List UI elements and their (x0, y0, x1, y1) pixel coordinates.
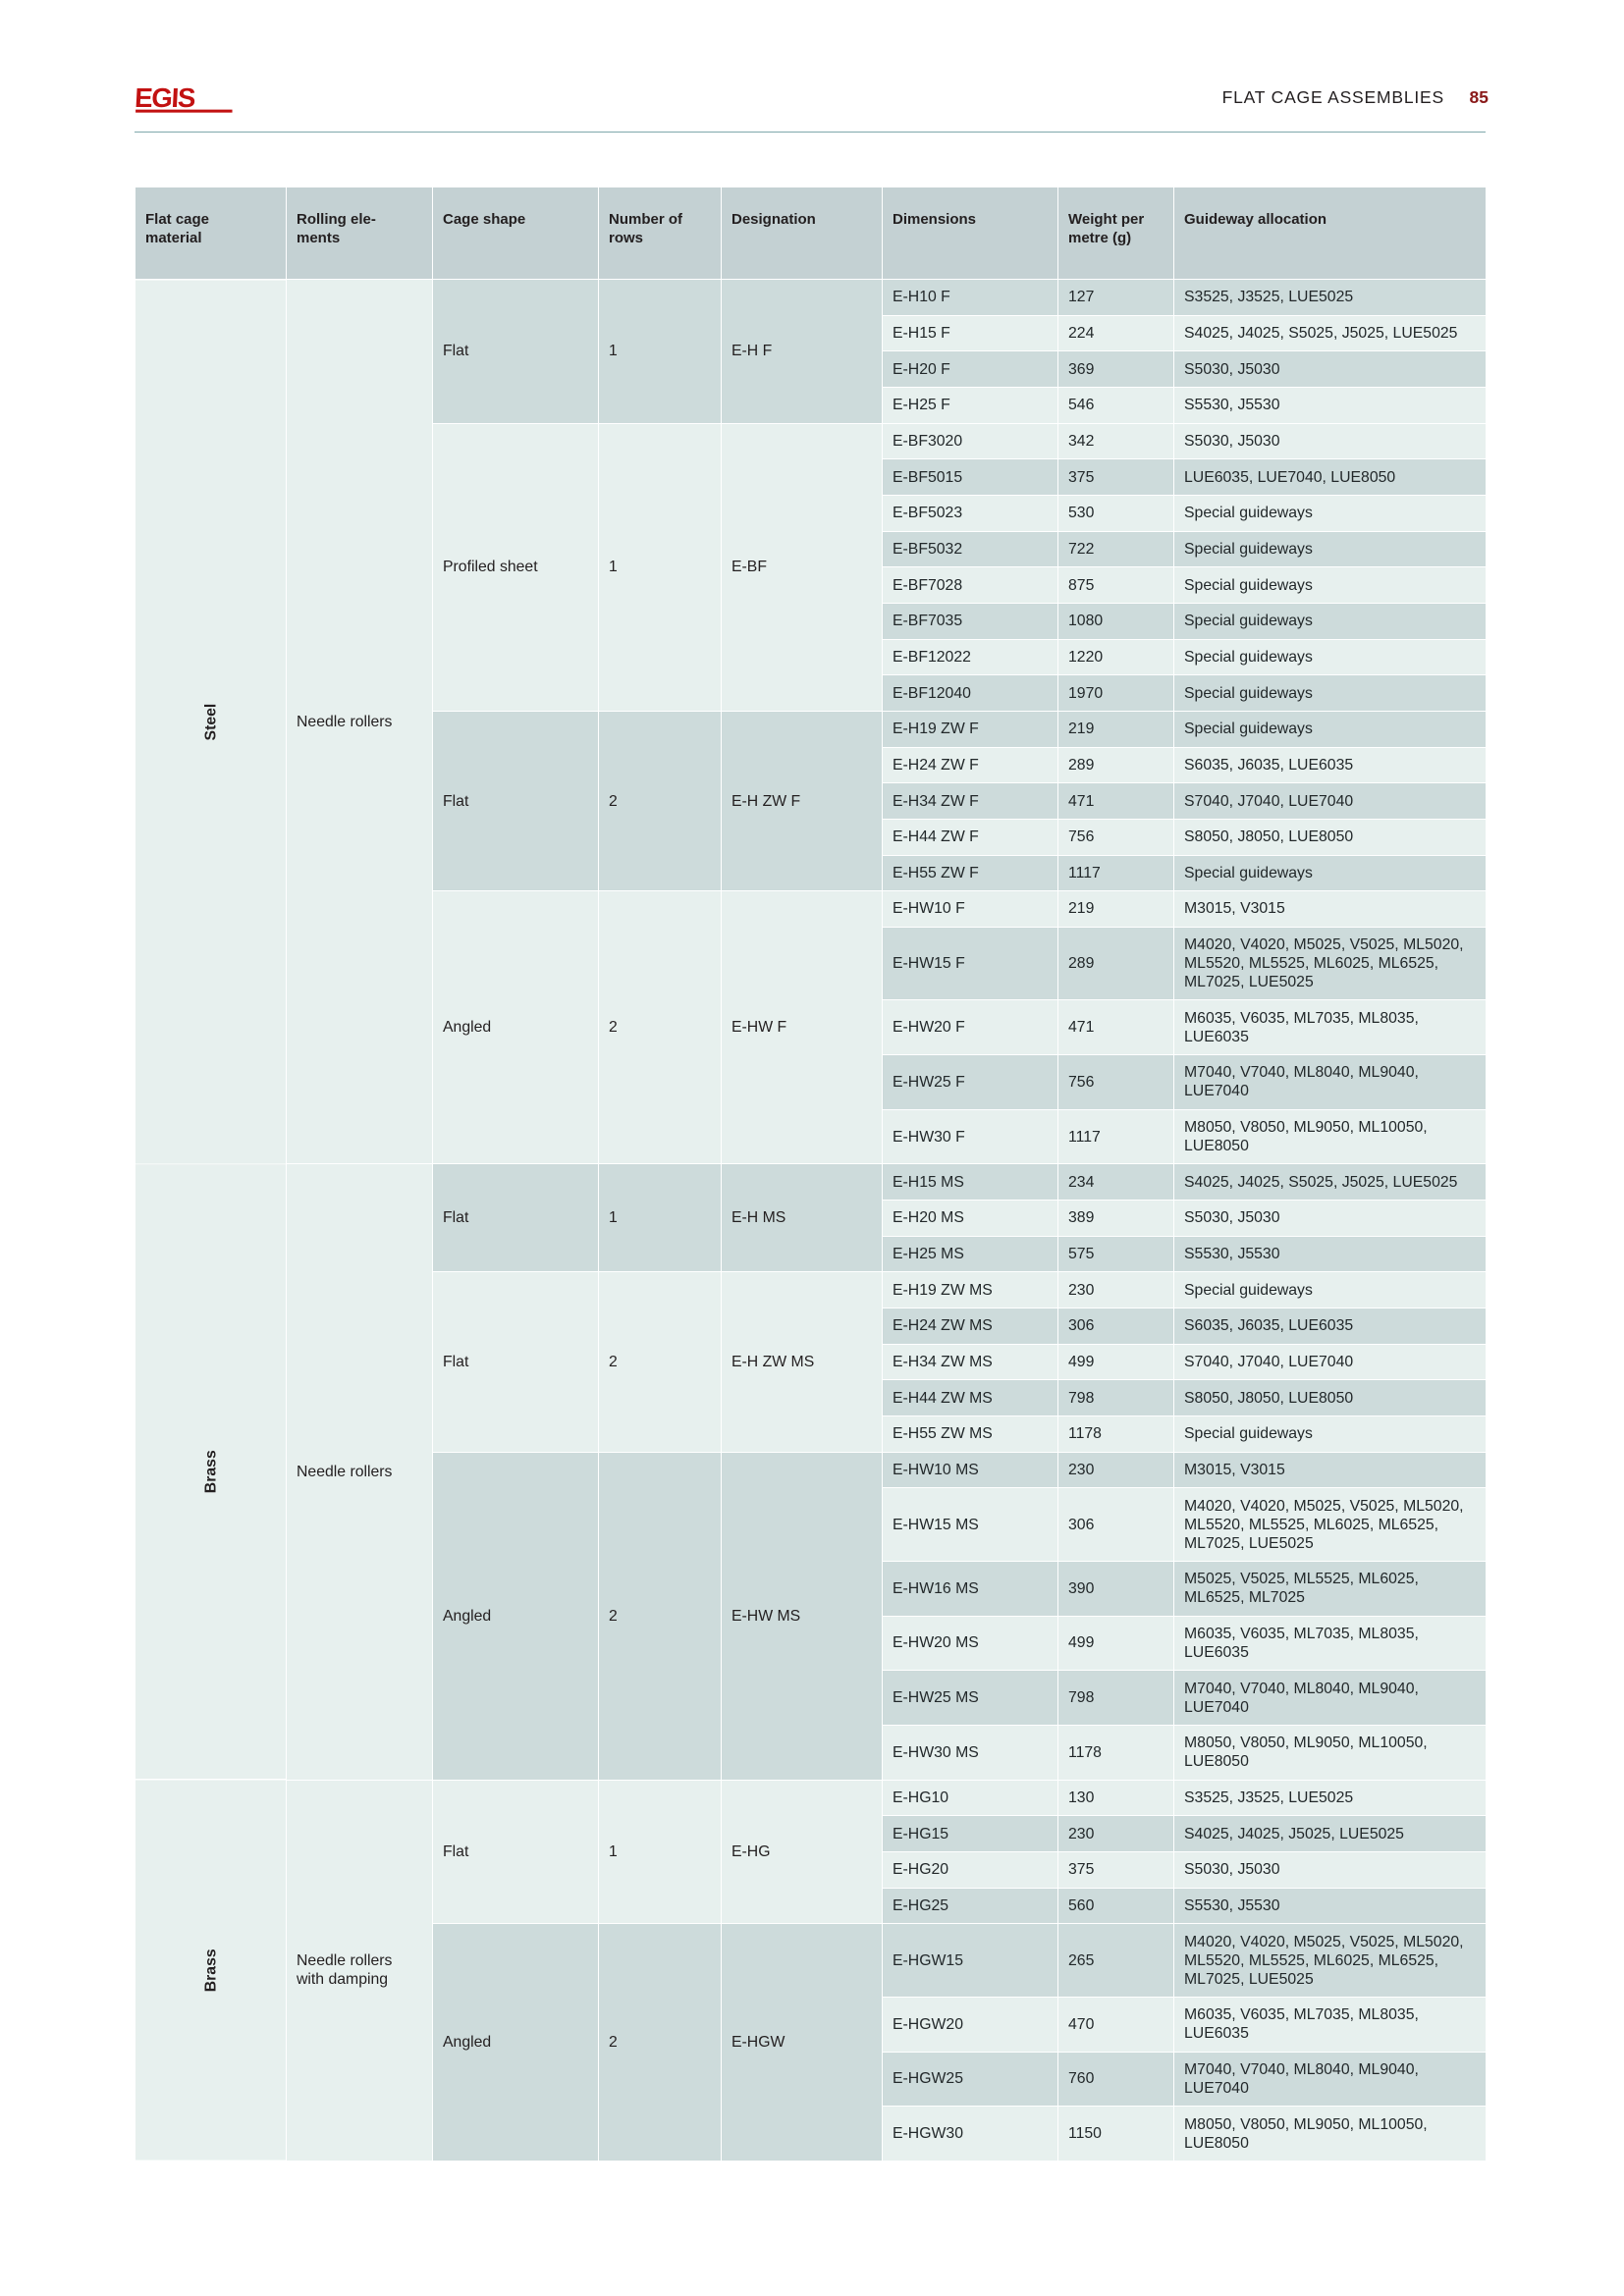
svg-text:EGIS: EGIS (135, 82, 196, 113)
